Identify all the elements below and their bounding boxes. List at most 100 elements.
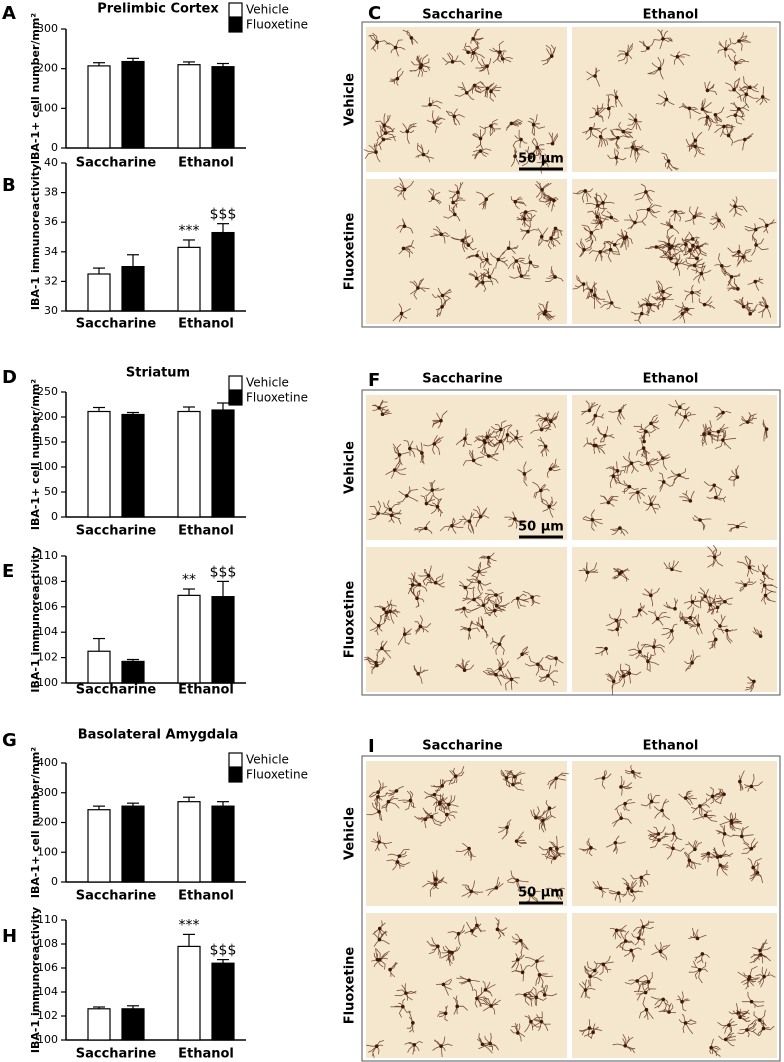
microglia-soma bbox=[630, 145, 635, 149]
microglia-process bbox=[472, 148, 492, 160]
microglia-soma bbox=[535, 959, 539, 963]
microglia-process bbox=[529, 423, 552, 434]
microglia-process bbox=[438, 808, 458, 825]
microglia-process bbox=[676, 406, 696, 429]
microglia-soma bbox=[505, 825, 509, 830]
microglia-soma bbox=[648, 303, 653, 307]
microglia-soma bbox=[550, 141, 555, 146]
microglia-soma bbox=[639, 311, 644, 316]
microglia-soma bbox=[464, 91, 469, 95]
microglia-process bbox=[375, 113, 394, 133]
microglia-process bbox=[627, 112, 642, 131]
bar bbox=[177, 64, 201, 149]
microglia-soma bbox=[481, 603, 486, 608]
microglia-soma bbox=[744, 92, 749, 97]
microglia-soma bbox=[677, 473, 681, 477]
microglia-soma bbox=[541, 818, 545, 823]
microglia-soma bbox=[745, 1028, 749, 1032]
microglia-soma bbox=[652, 645, 656, 649]
microglia-soma bbox=[752, 679, 756, 684]
microglia-process bbox=[532, 481, 550, 503]
microglia-soma bbox=[376, 795, 380, 799]
y-tick-label: 50 bbox=[44, 485, 58, 498]
microglia-process bbox=[383, 603, 401, 624]
microglia-process bbox=[507, 256, 525, 270]
microglia-soma bbox=[618, 526, 622, 530]
microglia-process bbox=[658, 472, 674, 492]
microglia-process bbox=[616, 229, 628, 248]
microglia-process bbox=[394, 983, 417, 1001]
microglia-soma bbox=[683, 1021, 688, 1025]
microglia-process bbox=[698, 116, 717, 131]
microglia-soma bbox=[483, 988, 488, 992]
microglia-process bbox=[678, 790, 698, 806]
microglia-process bbox=[743, 965, 760, 983]
microglia-soma bbox=[531, 122, 536, 127]
microglia-process bbox=[596, 95, 615, 119]
microglia-process bbox=[389, 68, 404, 86]
microglia-soma bbox=[515, 957, 520, 962]
microglia-soma bbox=[452, 114, 457, 119]
microglia-soma bbox=[543, 309, 548, 314]
microglia-process bbox=[758, 217, 777, 234]
microglia-soma bbox=[617, 571, 622, 576]
microglia-soma bbox=[672, 831, 676, 836]
microglia-process bbox=[738, 76, 760, 93]
microglia-process bbox=[729, 101, 750, 117]
microglia-process bbox=[423, 435, 444, 456]
microglia-soma bbox=[497, 642, 502, 647]
microglia-soma bbox=[666, 159, 671, 163]
microglia-soma bbox=[660, 808, 664, 813]
microglia-process bbox=[606, 89, 623, 108]
microglia-process bbox=[663, 598, 679, 610]
microglia-process bbox=[644, 297, 662, 315]
microglia-process bbox=[462, 588, 483, 606]
microglia-soma bbox=[375, 663, 379, 668]
microglia-soma bbox=[506, 246, 511, 251]
bar bbox=[211, 596, 235, 684]
microglia-process bbox=[713, 427, 737, 450]
microglia-process bbox=[693, 810, 718, 822]
micrograph bbox=[366, 395, 567, 540]
microglia-soma bbox=[690, 290, 694, 295]
microglia-process bbox=[638, 996, 654, 1020]
microglia-process bbox=[531, 137, 545, 160]
microglia-soma bbox=[763, 593, 768, 598]
microglia-soma bbox=[693, 144, 697, 149]
microglia-soma bbox=[637, 608, 642, 612]
y-tick-label: 200 bbox=[37, 62, 58, 75]
microglia-soma bbox=[439, 232, 443, 237]
microglia-process bbox=[435, 294, 450, 318]
microglia-soma bbox=[616, 891, 621, 895]
microglia-soma bbox=[402, 224, 407, 229]
microglia-process bbox=[535, 973, 554, 988]
microglia-process bbox=[741, 991, 765, 1008]
microglia-soma bbox=[638, 650, 642, 654]
microglia-soma bbox=[523, 210, 528, 214]
microglia-process bbox=[758, 564, 774, 585]
microglia-process bbox=[606, 835, 626, 854]
microglia-soma bbox=[699, 271, 704, 276]
microglia-process bbox=[609, 924, 627, 940]
microglia-soma bbox=[641, 446, 646, 450]
microglia-process bbox=[610, 527, 629, 536]
microglia-process bbox=[549, 835, 564, 859]
microglia-soma bbox=[409, 36, 414, 40]
microglia-process bbox=[596, 426, 615, 443]
microglia-process bbox=[679, 607, 697, 626]
microglia-soma bbox=[463, 585, 468, 590]
microglia-process bbox=[420, 494, 436, 507]
microglia-process bbox=[409, 587, 425, 608]
y-tick-label: 38 bbox=[44, 186, 58, 199]
chart-title: Basolateral Amygdala bbox=[78, 728, 238, 743]
microglia-process bbox=[620, 230, 633, 250]
microglia-soma bbox=[680, 999, 684, 1004]
microglia-process bbox=[752, 939, 772, 961]
microglia-process bbox=[504, 511, 528, 529]
microglia-process bbox=[678, 1013, 697, 1035]
microglia-process bbox=[660, 218, 680, 237]
microglia-process bbox=[416, 442, 425, 465]
microglia-soma bbox=[695, 936, 700, 941]
microglia-soma bbox=[535, 662, 540, 667]
microglia-soma bbox=[478, 149, 483, 153]
